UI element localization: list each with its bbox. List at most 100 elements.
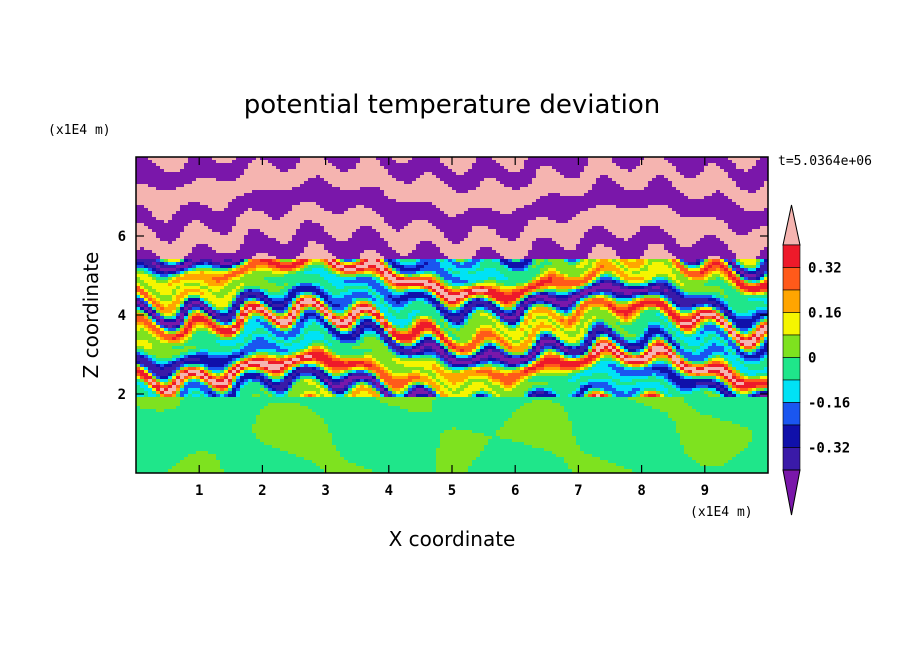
field-cell	[268, 301, 273, 305]
chart-title: potential temperature deviation	[244, 90, 660, 120]
field-cell	[504, 331, 525, 335]
field-cell	[688, 262, 697, 266]
field-cell	[332, 367, 349, 371]
field-cell	[244, 307, 249, 311]
field-cell	[364, 364, 373, 368]
field-cell	[340, 316, 345, 320]
field-cell	[156, 337, 161, 341]
field-cell	[236, 274, 241, 278]
field-cell	[148, 373, 153, 377]
field-cell	[500, 331, 505, 335]
field-cell	[252, 313, 261, 317]
field-cell	[444, 322, 449, 326]
field-cell	[496, 229, 525, 233]
field-cell	[524, 310, 529, 314]
field-cell	[752, 322, 757, 326]
field-cell	[356, 328, 361, 332]
field-cell	[144, 328, 149, 332]
field-cell	[156, 379, 161, 383]
field-cell	[184, 256, 253, 260]
field-cell	[420, 376, 429, 380]
field-cell	[308, 352, 325, 356]
field-cell	[508, 337, 513, 341]
field-cell	[592, 367, 613, 371]
field-cell	[160, 364, 165, 368]
field-cell	[728, 376, 733, 380]
field-cell	[484, 337, 497, 341]
field-cell	[152, 301, 157, 305]
field-cell	[380, 274, 385, 278]
field-cell	[748, 367, 765, 371]
field-cell	[756, 271, 765, 275]
field-cell	[544, 388, 553, 392]
field-cell	[484, 340, 493, 344]
field-cell	[248, 208, 253, 212]
field-cell	[324, 385, 329, 389]
field-cell	[480, 388, 485, 392]
field-cell	[508, 301, 513, 305]
field-cell	[140, 277, 153, 281]
field-cell	[432, 346, 441, 350]
field-cell	[248, 316, 253, 320]
field-cell	[608, 310, 613, 314]
field-cell	[328, 265, 333, 269]
field-cell	[612, 325, 621, 329]
field-cell	[260, 286, 285, 290]
field-cell	[236, 343, 245, 347]
field-cell	[688, 313, 693, 317]
field-cell	[644, 343, 649, 347]
field-cell	[492, 286, 501, 290]
field-cell	[168, 382, 173, 386]
field-cell	[556, 313, 561, 317]
field-cell	[444, 343, 449, 347]
field-cell	[144, 370, 149, 374]
field-cell	[548, 217, 573, 221]
field-cell	[584, 337, 589, 341]
field-cell	[620, 349, 625, 353]
field-cell	[512, 346, 529, 350]
field-cell	[152, 295, 157, 299]
field-cell	[464, 283, 473, 287]
field-cell	[452, 340, 457, 344]
field-cell	[672, 319, 677, 323]
field-cell	[752, 166, 768, 170]
field-cell	[288, 355, 297, 359]
field-cell	[532, 340, 537, 344]
field-cell	[652, 286, 661, 290]
field-cell	[224, 334, 233, 338]
field-cell	[532, 388, 537, 392]
field-cell	[528, 337, 533, 341]
field-cell	[272, 304, 285, 308]
field-cell	[352, 301, 357, 305]
field-cell	[572, 217, 717, 221]
field-cell	[168, 361, 173, 365]
field-cell	[356, 268, 365, 272]
field-cell	[636, 313, 641, 317]
field-cell	[760, 349, 768, 353]
field-cell	[524, 349, 529, 353]
field-cell	[648, 328, 661, 332]
field-cell	[276, 349, 289, 353]
field-cell	[268, 160, 301, 164]
field-cell	[176, 385, 181, 389]
field-cell	[328, 424, 505, 428]
field-cell	[688, 292, 721, 296]
field-cell	[456, 328, 461, 332]
field-cell	[756, 310, 768, 314]
field-cell	[236, 388, 241, 392]
field-cell	[156, 304, 161, 308]
field-cell	[752, 337, 757, 341]
field-cell	[180, 319, 185, 323]
field-cell	[456, 298, 461, 302]
field-cell	[536, 286, 541, 290]
field-cell	[668, 412, 701, 416]
field-cell	[584, 259, 589, 263]
field-cell	[388, 244, 417, 248]
field-cell	[672, 394, 709, 398]
field-cell	[156, 391, 161, 395]
field-cell	[492, 382, 501, 386]
field-cell	[324, 292, 329, 296]
field-cell	[636, 394, 641, 398]
field-cell	[748, 394, 753, 398]
field-cell	[740, 394, 749, 398]
